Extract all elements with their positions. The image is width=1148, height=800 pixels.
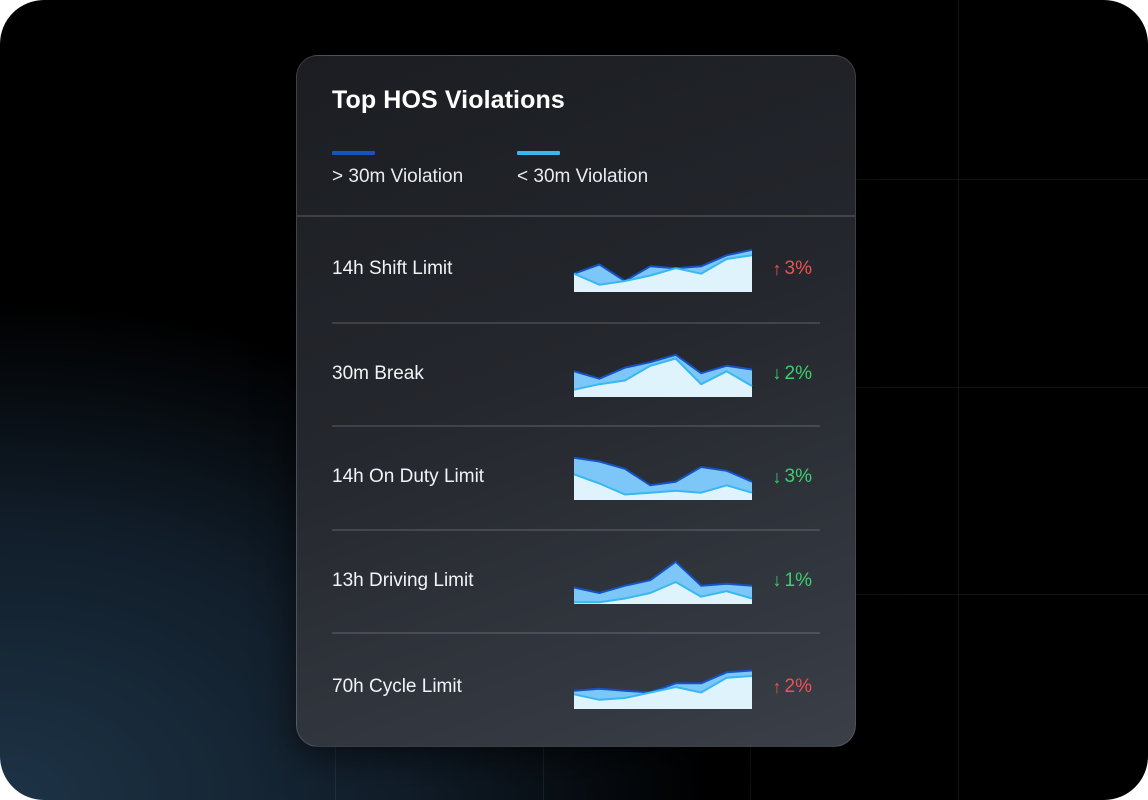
grid-line — [854, 387, 1148, 388]
legend-label-under-30m: < 30m Violation — [517, 166, 649, 187]
change-indicator: ↓ 2% — [773, 363, 812, 385]
change-value: 2% — [784, 362, 812, 384]
violation-row[interactable]: 14h Shift Limit ↑ 3% — [332, 216, 820, 324]
series-under-30m-line — [573, 675, 753, 701]
violation-label: 13h Driving Limit — [332, 569, 474, 591]
arrow-up-icon: ↑ — [772, 258, 782, 279]
row-divider — [332, 425, 820, 427]
series-over-30m-line — [573, 669, 753, 694]
grid-line — [854, 594, 1148, 595]
row-divider — [332, 322, 820, 324]
series-under-30m-area — [574, 582, 752, 604]
change-indicator: ↑ 3% — [773, 258, 812, 280]
violation-label: 30m Break — [332, 362, 424, 384]
grid-line — [854, 179, 1148, 180]
series-over-30m-line — [573, 248, 753, 282]
violation-row[interactable]: 14h On Duty Limit ↓ 3% — [332, 425, 820, 531]
series-over-30m-line — [573, 353, 753, 380]
series-under-30m-line — [573, 254, 753, 286]
series-under-30m-line — [574, 581, 753, 604]
grid-line — [958, 0, 959, 800]
series-under-30m-area — [574, 676, 752, 709]
change-indicator: ↓ 1% — [773, 570, 812, 592]
arrow-down-icon: ↓ — [772, 570, 782, 590]
violation-row[interactable]: 13h Driving Limit ↓ 1% — [332, 529, 820, 634]
series-under-30m-line — [573, 357, 753, 391]
sparkline-chart — [573, 560, 753, 604]
series-over-30m-area — [574, 561, 752, 604]
violation-row[interactable]: 70h Cycle Limit ↑ 2% — [332, 632, 820, 742]
card-title: Top HOS Violations — [332, 86, 565, 114]
hos-violations-card: Top HOS Violations > 30m Violation < 30m… — [296, 55, 856, 747]
series-over-30m-line — [573, 560, 753, 594]
series-over-30m-line — [573, 456, 753, 487]
sparkline-chart — [573, 456, 753, 500]
legend-item-under-30m: < 30m Violation — [517, 151, 648, 188]
series-under-30m-area — [574, 358, 752, 397]
change-value: 3% — [784, 466, 812, 487]
header-divider — [297, 215, 855, 217]
change-indicator: ↑ 2% — [773, 676, 812, 698]
change-value: 2% — [784, 676, 812, 697]
sparkline-chart — [573, 669, 753, 709]
change-value: 3% — [784, 258, 812, 279]
arrow-down-icon: ↓ — [772, 363, 782, 383]
violation-label: 14h On Duty Limit — [332, 466, 485, 487]
violation-row[interactable]: 30m Break ↓ 2% — [332, 322, 820, 427]
legend-item-over-30m: > 30m Violation — [332, 151, 463, 188]
violation-label: 70h Cycle Limit — [332, 676, 462, 697]
arrow-down-icon: ↓ — [772, 466, 782, 487]
legend-swatch-under-30m — [517, 151, 560, 155]
series-under-30m-line — [573, 473, 753, 496]
change-value: 1% — [784, 569, 812, 591]
row-divider — [332, 529, 820, 531]
violation-label: 14h Shift Limit — [332, 258, 453, 279]
grid-line — [335, 745, 336, 800]
row-divider — [332, 632, 820, 634]
arrow-up-icon: ↑ — [772, 676, 782, 697]
sparkline-chart — [573, 353, 753, 397]
change-indicator: ↓ 3% — [773, 466, 812, 488]
legend-swatch-over-30m — [332, 151, 375, 155]
series-under-30m-area — [574, 474, 752, 500]
grid-line — [543, 745, 544, 800]
legend-label-over-30m: > 30m Violation — [332, 166, 464, 187]
sparkline-chart — [573, 248, 753, 292]
